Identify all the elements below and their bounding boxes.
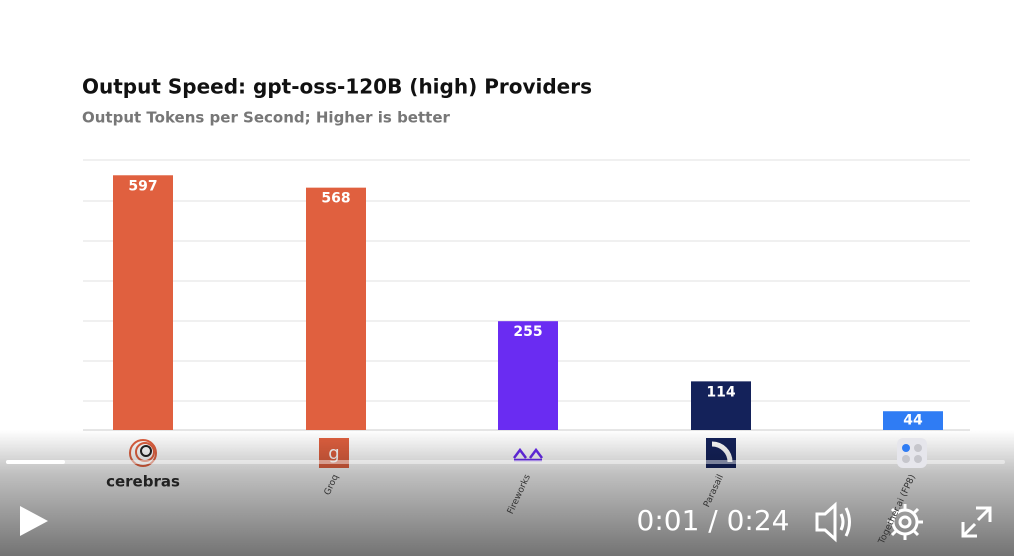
- controls-shade: [0, 430, 1014, 556]
- settings-button[interactable]: [887, 504, 923, 540]
- play-button[interactable]: [20, 506, 48, 536]
- bar: [691, 381, 751, 430]
- value-label: 255: [513, 324, 542, 340]
- fullscreen-button[interactable]: [961, 506, 992, 538]
- icons-overlay: [897, 438, 927, 468]
- value-label: 44: [903, 413, 923, 429]
- time-display: 0:01 / 0:24: [637, 504, 790, 537]
- volume-button[interactable]: [815, 501, 851, 543]
- bar: [498, 321, 558, 430]
- progress-track[interactable]: [6, 460, 1005, 464]
- value-label: 568: [321, 191, 350, 207]
- progress-played: [6, 460, 65, 464]
- bar: [306, 187, 366, 430]
- bars: 597 568 255 114 44: [113, 175, 943, 430]
- value-label: 597: [128, 178, 157, 194]
- value-label: 114: [706, 384, 735, 400]
- chart-subtitle: Output Tokens per Second; Higher is bett…: [82, 109, 450, 127]
- chart-title: Output Speed: gpt-oss-120B (high) Provid…: [82, 75, 592, 99]
- bar: [883, 411, 943, 430]
- category-label: cerebras: [106, 473, 180, 491]
- bar: [113, 175, 173, 430]
